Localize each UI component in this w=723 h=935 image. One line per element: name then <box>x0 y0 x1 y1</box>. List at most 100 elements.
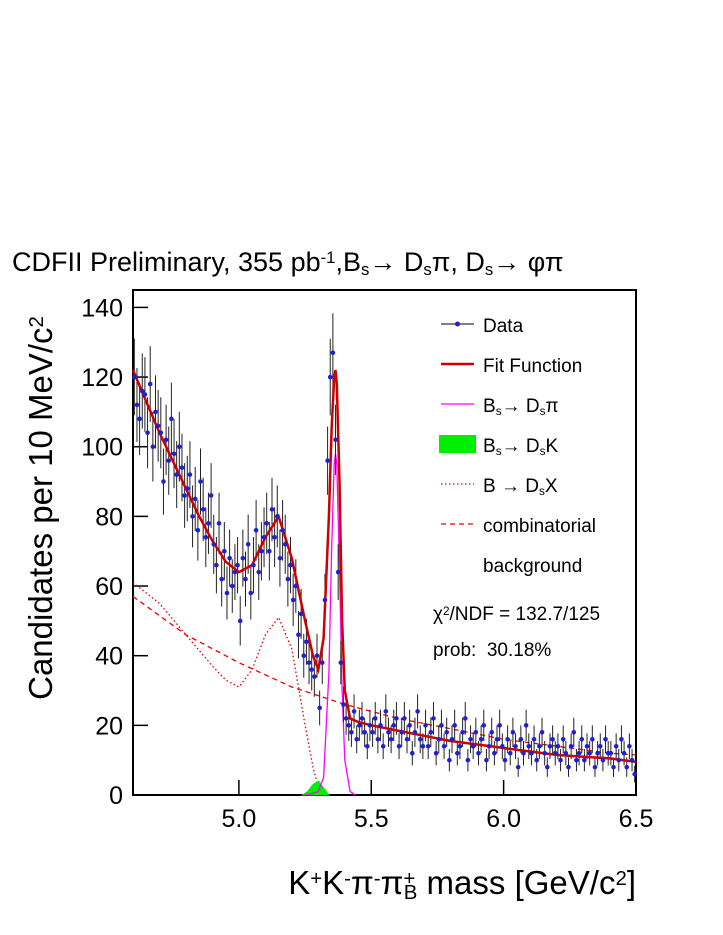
data-point <box>335 569 341 575</box>
data-point <box>563 750 569 756</box>
text-part: combinatorial <box>483 516 596 537</box>
data-point <box>603 736 608 742</box>
data-point <box>206 521 211 526</box>
text-part: → φπ <box>493 247 563 277</box>
data-point <box>330 350 336 355</box>
y-tick-label: 0 <box>109 782 123 810</box>
legend-entry: background <box>483 556 582 577</box>
data-point <box>298 611 304 617</box>
text-part: 2 <box>25 316 48 327</box>
data-point <box>166 458 172 463</box>
data-point <box>219 576 224 582</box>
chart-title: CDFII Preliminary, 355 pb-1,Bs→ Dsπ, Ds→… <box>12 247 564 279</box>
data-point <box>590 736 595 742</box>
data-point <box>571 730 577 735</box>
data-point <box>171 451 177 456</box>
text-part: - <box>374 867 381 890</box>
data-point <box>380 743 386 749</box>
text-part: → D <box>502 436 540 457</box>
data-point <box>214 562 219 568</box>
data-point <box>500 743 505 749</box>
data-point <box>621 750 627 756</box>
data-point <box>521 750 526 756</box>
text-part: s <box>496 445 502 458</box>
text-part: + <box>310 867 322 890</box>
data-point <box>256 569 262 575</box>
data-point <box>460 730 465 735</box>
data-point <box>190 514 195 519</box>
text-part: ,B <box>336 247 362 277</box>
y-tick-label: 40 <box>95 643 123 671</box>
data-point <box>542 750 547 756</box>
data-point <box>235 562 240 568</box>
data-point <box>349 730 354 735</box>
text-part: prob: 30.18% <box>433 640 551 661</box>
data-point <box>195 528 201 533</box>
text-part: B → D <box>483 476 539 497</box>
data-point <box>399 730 405 735</box>
text-part: 2 <box>443 605 450 618</box>
data-point <box>137 416 142 422</box>
text-part: B <box>404 881 418 904</box>
data-point <box>277 555 283 561</box>
data-point <box>293 583 299 589</box>
data-point <box>534 757 540 763</box>
data-point <box>624 764 630 770</box>
data-point <box>343 716 349 721</box>
data-point <box>391 723 397 728</box>
data-point <box>486 743 492 749</box>
data-point <box>396 743 402 749</box>
data-point <box>616 757 622 763</box>
data-point <box>243 576 248 582</box>
data-point <box>431 716 436 721</box>
data-point <box>251 562 256 568</box>
data-point <box>425 743 431 749</box>
data-point <box>229 583 235 589</box>
data-point <box>558 757 563 763</box>
y-tick-label: 20 <box>95 712 123 740</box>
data-point <box>367 723 373 728</box>
data-point <box>153 409 158 415</box>
data-point <box>550 736 555 742</box>
data-point <box>322 597 328 603</box>
text-part: π <box>381 864 404 901</box>
data-point <box>555 743 561 749</box>
data-point <box>259 548 264 554</box>
curve <box>132 582 319 789</box>
data-point <box>608 750 614 756</box>
data-point <box>402 716 407 721</box>
data-point <box>497 723 502 728</box>
legend-entry: Bs→ DsK <box>483 436 558 458</box>
y-tick-label: 120 <box>81 364 123 392</box>
data-point <box>346 723 352 728</box>
data-point <box>444 730 450 735</box>
legend-entry: Fit Function <box>483 356 582 377</box>
data-point <box>529 750 534 756</box>
data-point <box>304 639 309 645</box>
data-point <box>518 736 524 742</box>
data-point <box>436 736 442 742</box>
data-point <box>272 534 277 540</box>
data-point <box>388 736 394 742</box>
data-point <box>327 374 333 380</box>
data-point <box>409 750 415 756</box>
data-point <box>383 709 389 714</box>
data-point <box>169 416 174 422</box>
text-part: ] <box>627 864 636 901</box>
data-point <box>523 723 529 728</box>
data-point <box>627 743 632 749</box>
text-part: → D <box>502 396 540 417</box>
data-point <box>507 750 513 756</box>
data-point <box>502 757 508 763</box>
data-point <box>457 743 463 749</box>
data-point <box>574 757 579 763</box>
data-point <box>184 486 190 491</box>
data-point <box>407 723 412 728</box>
data-point <box>253 528 259 533</box>
data-point <box>441 743 447 749</box>
data-point <box>351 709 357 714</box>
text-part: Fit Function <box>483 356 582 377</box>
x-axis-label: K+K-π-π+ B mass [GeV/c2] <box>288 864 636 904</box>
data-point <box>595 750 600 756</box>
text-part: s <box>496 405 502 418</box>
